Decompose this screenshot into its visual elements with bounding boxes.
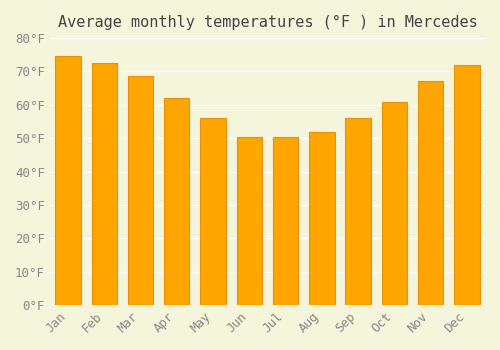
Bar [346,118,371,305]
Bar [164,98,190,305]
Bar [454,65,479,305]
Bar [309,132,334,305]
Bar [128,77,153,305]
Bar [418,82,444,305]
Bar [92,63,117,305]
Title: Average monthly temperatures (°F ) in Mercedes: Average monthly temperatures (°F ) in Me… [58,15,478,30]
Bar [236,136,262,305]
Bar [382,102,407,305]
Bar [56,56,80,305]
Bar [200,118,226,305]
Bar [273,136,298,305]
